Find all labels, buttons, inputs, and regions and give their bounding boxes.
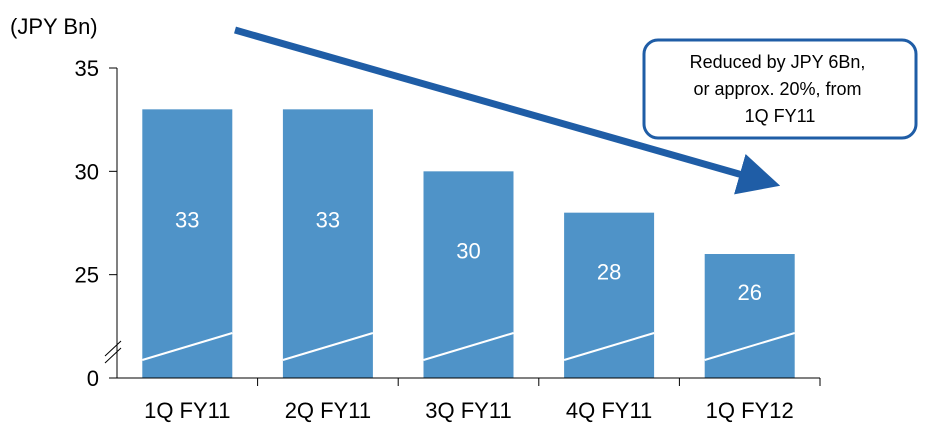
y-axis-unit-label: (JPY Bn) [10, 14, 98, 39]
bar-break-mark [282, 332, 374, 361]
x-axis: 1Q FY11 2Q FY11 3Q FY11 4Q FY11 1Q FY12 [117, 377, 821, 423]
svg-text:Reduced by JPY 6Bn, or a: Reduced by JPY 6Bn, or approx. 20%, from… [690, 52, 871, 126]
bar-4 [564, 212, 655, 378]
data-label-2: 33 [316, 208, 340, 233]
y-tick-label-25: 25 [75, 263, 99, 288]
bar-1 [142, 109, 233, 378]
annotation-callout: Reduced by JPY 6Bn, or approx. 20%, from… [642, 38, 918, 140]
annotation-box [642, 38, 918, 140]
bar-3 [423, 171, 514, 378]
bar-break-mark [563, 332, 655, 361]
y-axis-break-mark [104, 340, 122, 357]
data-label-3: 30 [456, 239, 480, 264]
y-tick-label-0: 0 [87, 366, 99, 391]
data-label-5: 26 [737, 280, 761, 305]
x-tick-label-3: 3Q FY11 [425, 398, 511, 423]
data-label-1: 33 [175, 208, 199, 233]
annotation-line-1: Reduced by JPY 6Bn, [690, 52, 866, 72]
annotation-line-3: 1Q FY11 [745, 106, 816, 126]
bar-break-mark [142, 332, 233, 361]
x-tick-label-1: 1Q FY11 [144, 398, 230, 423]
bar-break-mark [423, 332, 514, 361]
bar-break-mark [704, 332, 795, 361]
x-tick-label-4: 4Q FY11 [566, 398, 652, 423]
data-label-4: 28 [597, 259, 621, 284]
bar-5 [704, 254, 795, 378]
bars: 33 33 30 28 26 [142, 109, 795, 378]
bar-2 [282, 109, 373, 378]
annotation-line-2: or approx. 20%, from [693, 79, 861, 99]
y-tick-label-35: 35 [75, 56, 99, 81]
trend-arrow [234, 26, 781, 195]
x-tick-label-2: 2Q FY11 [285, 398, 371, 423]
y-tick-label-30: 30 [75, 159, 99, 184]
y-axis-break-mark [104, 347, 122, 364]
x-tick-label-5: 1Q FY12 [706, 398, 794, 423]
y-axis: 0 25 30 35 [75, 56, 122, 391]
